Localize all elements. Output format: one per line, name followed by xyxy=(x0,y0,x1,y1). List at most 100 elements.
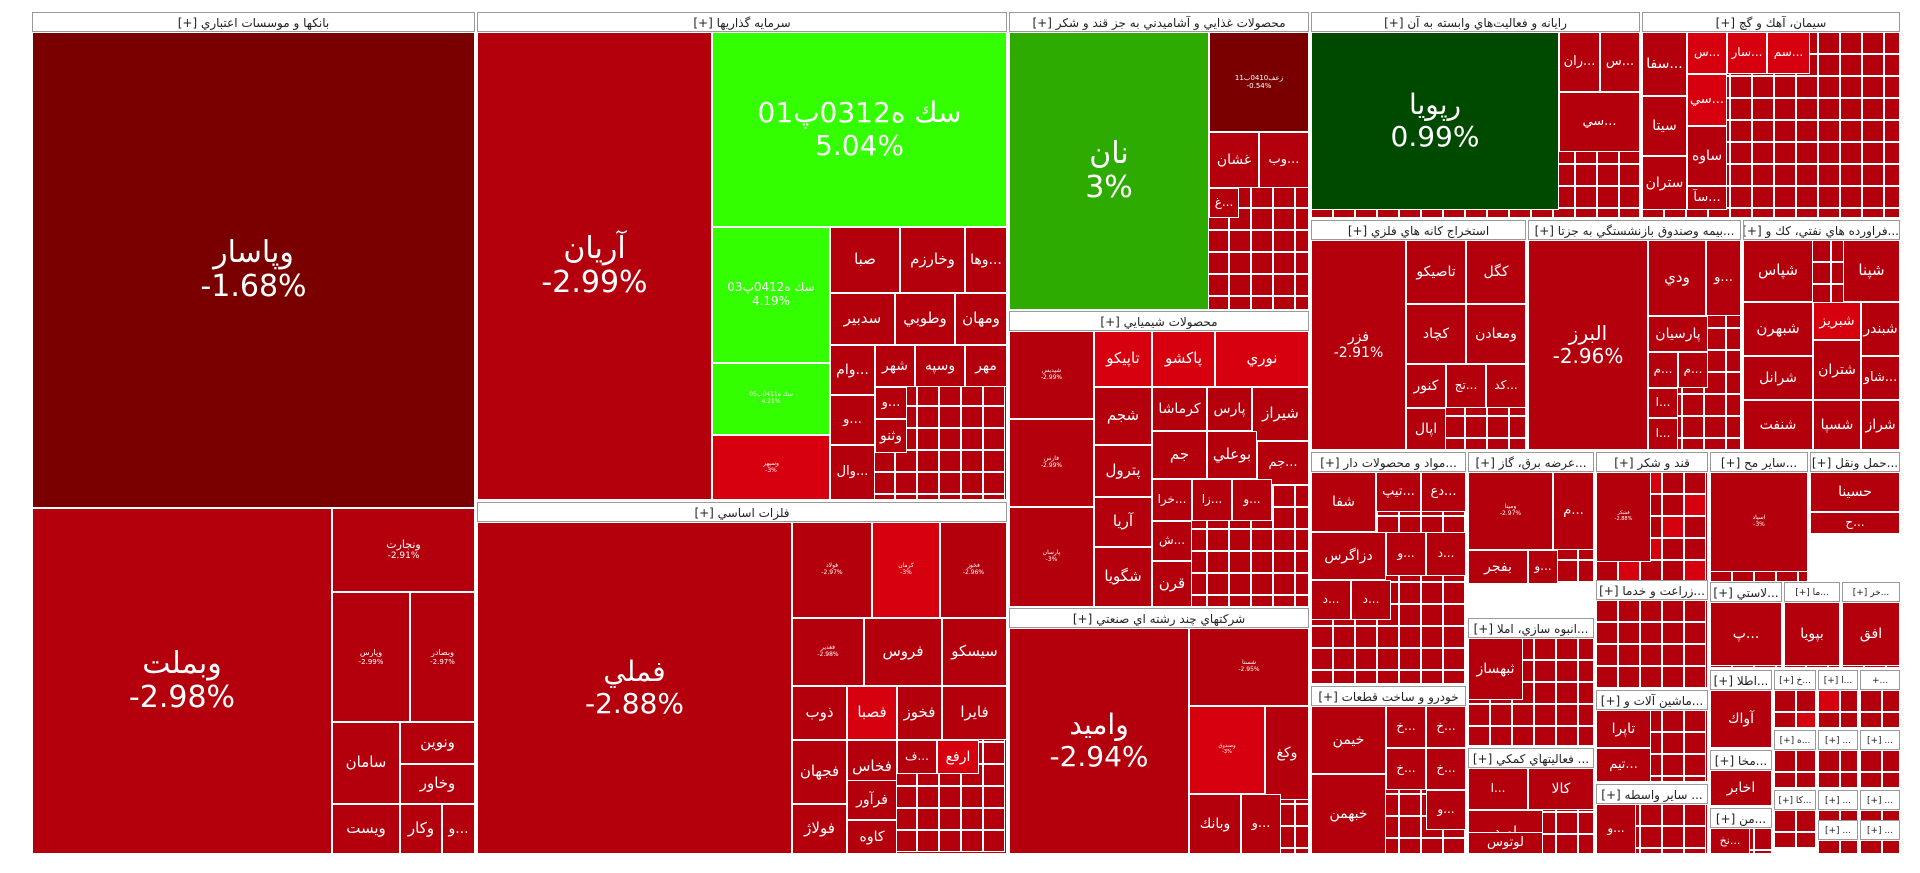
stock-cell[interactable]: وثنو xyxy=(875,419,907,453)
sector-header[interactable]: استخراج كانه هاي فلزي [+] xyxy=(1311,220,1526,240)
stock-cell[interactable]: اخابر xyxy=(1710,770,1772,806)
stock-tile[interactable] xyxy=(1774,772,1796,788)
stock-cell[interactable]: ...ا xyxy=(1648,418,1678,450)
stock-tile[interactable] xyxy=(1774,832,1796,848)
stock-cell[interactable]: ونوين xyxy=(400,722,475,764)
stock-tile[interactable] xyxy=(1860,750,1882,772)
stock-cell[interactable]: آواك xyxy=(1710,690,1772,748)
stock-tile[interactable] xyxy=(917,428,939,450)
stock-cell[interactable]: ...وام xyxy=(830,345,875,395)
stock-cell[interactable]: كرماشا xyxy=(1152,387,1207,431)
stock-cell[interactable]: وخارزم xyxy=(900,227,965,293)
stock-tile[interactable] xyxy=(1840,208,1862,218)
stock-tile[interactable] xyxy=(1575,208,1597,218)
stock-cell[interactable]: شسپا xyxy=(1813,400,1861,450)
stock-tile[interactable] xyxy=(1662,804,1684,826)
stock-tile[interactable] xyxy=(1684,622,1706,644)
stock-tile[interactable] xyxy=(1684,600,1706,622)
stock-tile[interactable] xyxy=(1421,582,1443,604)
stock-tile[interactable] xyxy=(1818,690,1840,712)
stock-tile[interactable] xyxy=(1399,670,1421,684)
stock-tile[interactable] xyxy=(983,384,1005,406)
stock-cell[interactable]: وكار xyxy=(400,804,442,854)
stock-tile[interactable] xyxy=(1862,208,1884,218)
stock-tile[interactable] xyxy=(1774,164,1796,186)
stock-tile[interactable] xyxy=(983,742,1005,764)
stock-tile[interactable] xyxy=(1730,208,1752,218)
stock-tile[interactable] xyxy=(1752,76,1774,98)
stock-cell[interactable]: ...د xyxy=(1351,580,1391,620)
stock-tile[interactable] xyxy=(1818,54,1840,76)
stock-cell[interactable]: وسپه xyxy=(915,345,965,387)
stock-tile[interactable] xyxy=(1465,438,1487,450)
stock-tile[interactable] xyxy=(1575,164,1597,186)
stock-tile[interactable] xyxy=(1556,660,1578,682)
stock-cell[interactable]: ...ش xyxy=(1152,521,1192,561)
stock-cell[interactable]: ...و xyxy=(1241,794,1281,854)
stock-tile[interactable] xyxy=(1726,394,1741,416)
stock-tile[interactable] xyxy=(1884,120,1900,142)
stock-tile[interactable] xyxy=(1295,274,1309,296)
stock-tile[interactable] xyxy=(1662,732,1684,754)
stock-cell[interactable]: فولاد -2.97% xyxy=(792,522,872,618)
stock-cell[interactable]: وپارس -2.99% xyxy=(332,592,410,722)
stock-tile[interactable] xyxy=(1273,551,1295,573)
stock-tile[interactable] xyxy=(1796,186,1818,208)
sector-header[interactable]: ...ماشين آلات و [+] xyxy=(1596,690,1708,710)
stock-tile[interactable] xyxy=(895,472,917,494)
sector-header[interactable]: ...ا [+] xyxy=(1818,670,1858,690)
stock-tile[interactable] xyxy=(1578,812,1594,834)
stock-tile[interactable] xyxy=(983,428,1005,450)
stock-tile[interactable] xyxy=(1662,666,1684,688)
stock-tile[interactable] xyxy=(961,384,983,406)
stock-tile[interactable] xyxy=(1684,516,1706,538)
stock-tile[interactable] xyxy=(1619,208,1640,218)
sector-header[interactable]: ...خ [+] xyxy=(1774,670,1816,690)
stock-tile[interactable] xyxy=(1229,573,1251,595)
stock-tile[interactable] xyxy=(1251,208,1273,230)
stock-cell[interactable]: ارفع xyxy=(937,740,979,774)
stock-cell[interactable]: فزر -2.91% xyxy=(1311,240,1406,450)
stock-tile[interactable] xyxy=(961,428,983,450)
stock-cell[interactable]: البرز -2.96% xyxy=(1528,240,1648,450)
stock-tile[interactable] xyxy=(1882,690,1900,712)
stock-tile[interactable] xyxy=(1752,98,1774,120)
stock-tile[interactable] xyxy=(939,494,961,500)
stock-tile[interactable] xyxy=(917,494,939,500)
stock-tile[interactable] xyxy=(1752,120,1774,142)
stock-tile[interactable] xyxy=(1796,810,1816,832)
stock-tile[interactable] xyxy=(1796,750,1816,772)
stock-tile[interactable] xyxy=(1682,416,1704,438)
stock-tile[interactable] xyxy=(1596,600,1618,622)
stock-tile[interactable] xyxy=(1774,810,1796,832)
stock-tile[interactable] xyxy=(1882,712,1900,728)
stock-tile[interactable] xyxy=(961,494,983,500)
stock-cell[interactable]: واميد -2.94% xyxy=(1009,628,1189,854)
stock-tile[interactable] xyxy=(1465,416,1487,438)
stock-tile[interactable] xyxy=(1597,186,1619,208)
stock-tile[interactable] xyxy=(1618,560,1640,582)
stock-tile[interactable] xyxy=(1229,296,1251,310)
stock-tile[interactable] xyxy=(1295,252,1309,274)
stock-cell[interactable]: فخوز xyxy=(897,686,942,740)
sector-header[interactable]: محصولات شيميايي [+] xyxy=(1009,311,1309,331)
stock-tile[interactable] xyxy=(1640,622,1662,644)
stock-cell[interactable]: شستا -2.95% xyxy=(1189,628,1309,706)
stock-tile[interactable] xyxy=(1860,772,1882,788)
stock-tile[interactable] xyxy=(939,830,961,852)
stock-tile[interactable] xyxy=(1882,840,1900,854)
stock-cell[interactable]: ...دع xyxy=(1421,472,1466,512)
stock-cell[interactable]: ثبهساز xyxy=(1468,638,1523,700)
stock-tile[interactable] xyxy=(1578,638,1594,660)
stock-tile[interactable] xyxy=(1443,838,1465,854)
stock-tile[interactable] xyxy=(1490,704,1512,726)
stock-tile[interactable] xyxy=(1251,230,1273,252)
stock-tile[interactable] xyxy=(1597,164,1619,186)
stock-cell[interactable]: آريا xyxy=(1094,497,1152,547)
stock-tile[interactable] xyxy=(1251,551,1273,573)
stock-tile[interactable] xyxy=(1684,644,1706,666)
sector-header[interactable]: ... [+] xyxy=(1860,790,1900,810)
stock-tile[interactable] xyxy=(1355,626,1377,648)
stock-tile[interactable] xyxy=(1774,120,1796,142)
stock-tile[interactable] xyxy=(1818,772,1840,788)
